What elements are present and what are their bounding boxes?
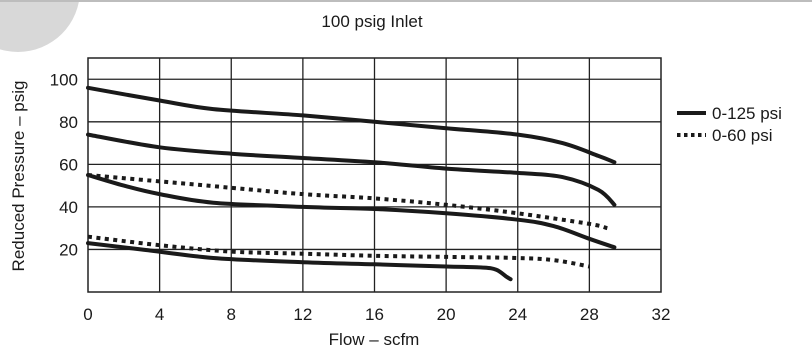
y-axis-label: Reduced Pressure – psig: [9, 81, 28, 272]
series-layer: [86, 85, 617, 282]
x-tick-label: 20: [437, 305, 456, 324]
x-tick-label: 28: [580, 305, 599, 324]
x-tick-label: 8: [227, 305, 236, 324]
y-tick-label: 40: [59, 198, 78, 217]
series-line-dotted-5: [87, 173, 608, 231]
series-line-solid-2: [86, 132, 617, 207]
decorative-corner-circle: [0, 0, 80, 52]
y-tick-label: 20: [59, 240, 78, 259]
x-axis-label: Flow – scfm: [329, 330, 420, 349]
x-tick-label: 16: [365, 305, 384, 324]
x-tick-label: 12: [293, 305, 312, 324]
grid: [88, 58, 661, 292]
series-line-solid-1: [86, 85, 617, 165]
series-line-solid-4: [86, 241, 513, 282]
y-tick-label: 100: [50, 70, 78, 89]
x-tick-label: 24: [508, 305, 527, 324]
y-axis-ticks: 20 40 60 80 100: [50, 70, 78, 259]
x-tick-label: 4: [155, 305, 164, 324]
y-tick-label: 80: [59, 113, 78, 132]
x-tick-label: 0: [83, 305, 92, 324]
y-tick-label: 60: [59, 155, 78, 174]
x-axis-ticks: 0 4 8 12 16 20 24 28 32: [83, 305, 670, 324]
legend-label-0-60: 0-60 psi: [712, 126, 772, 145]
chart-title: 100 psig Inlet: [321, 12, 422, 31]
series-line-dotted-6: [87, 234, 590, 269]
series-line-solid-3: [86, 173, 617, 250]
x-tick-label: 32: [652, 305, 671, 324]
legend-label-0-125: 0-125 psi: [712, 104, 782, 123]
legend: 0-125 psi 0-60 psi: [677, 104, 782, 145]
